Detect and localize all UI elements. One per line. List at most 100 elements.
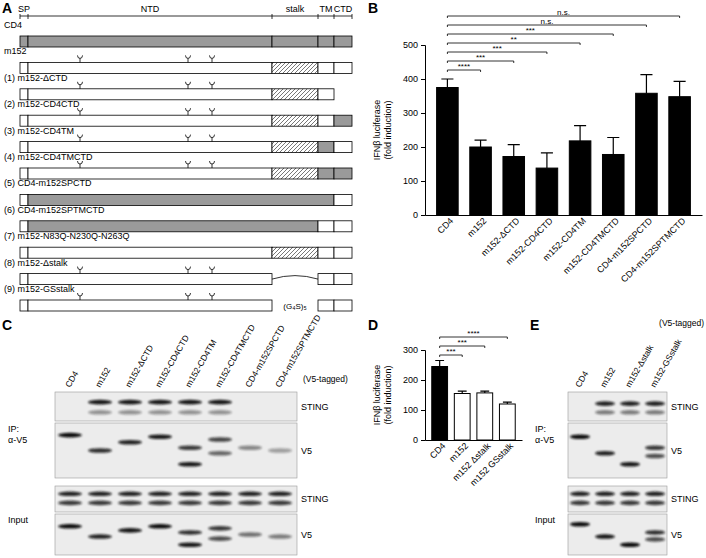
- bars: [437, 75, 691, 215]
- domain-segment: [28, 194, 334, 205]
- glycosylation-site: [210, 108, 215, 115]
- blot-band: [148, 400, 172, 405]
- blot-band: [238, 532, 262, 537]
- significance-label: ***: [458, 338, 467, 347]
- domain-segment: [334, 142, 352, 153]
- domain-segment: [28, 36, 272, 47]
- bar: [536, 168, 558, 215]
- blot-band: [208, 410, 232, 415]
- domain-segment: [334, 115, 352, 126]
- x-tick-label: CD4: [435, 216, 455, 236]
- blot-band: [208, 536, 232, 541]
- blot-strip: [568, 514, 667, 555]
- blot-strip: [568, 423, 667, 478]
- construct-label: m152: [4, 46, 27, 56]
- domain-segment: [272, 142, 318, 153]
- bar: [470, 147, 492, 215]
- error-bar: [503, 402, 512, 404]
- glycosylation-site: [78, 108, 83, 115]
- domain-segment: [28, 221, 318, 232]
- significance-label: ***: [446, 347, 455, 356]
- glycosylation-site: [186, 82, 191, 89]
- domain-segment: [272, 168, 318, 179]
- bar: [602, 154, 624, 215]
- domain-segment: [318, 62, 334, 73]
- lane-label: m152-GSstalk: [648, 337, 684, 389]
- domain-segment: [334, 274, 352, 285]
- panel-letter: B: [368, 0, 378, 16]
- blot-band: [595, 401, 615, 406]
- domain-segment: [28, 62, 272, 73]
- linker-label: (G₄S)₅: [283, 302, 306, 311]
- blot-band: [238, 492, 262, 497]
- x-tick-label: CD4-m152SPTMCTD: [619, 215, 688, 284]
- x-tick: m152: [465, 215, 488, 239]
- blot-band: [58, 492, 82, 497]
- glycosylation-site: [210, 55, 215, 62]
- blot-band: [645, 401, 665, 406]
- construct-label: (8) m152-Δstalk: [4, 258, 68, 268]
- glycosylation-site: [78, 135, 83, 142]
- blot-band: [58, 524, 82, 529]
- blot-strip: [55, 486, 297, 512]
- x-tick-label: m152: [465, 216, 488, 239]
- domain-segment: [272, 36, 318, 47]
- blot-strip: [568, 392, 667, 421]
- blot-band: [645, 501, 665, 506]
- domain-segment: [20, 36, 28, 47]
- domain-segment: [20, 168, 28, 179]
- construct-label: (5) CD4-m152SPCTD: [4, 178, 92, 188]
- blot-band: [178, 542, 202, 547]
- blot-band: [595, 534, 615, 539]
- blot-band: [268, 534, 292, 539]
- blot-band: [620, 501, 640, 506]
- domain-segment: [272, 62, 318, 73]
- y-axis: 0100200300: [403, 345, 426, 445]
- blot-band: [570, 492, 590, 497]
- blot-label: V5: [301, 446, 312, 456]
- y-tick-label: 500: [403, 40, 418, 50]
- blot-label: V5: [671, 530, 682, 540]
- lane-label: m152: [93, 365, 112, 389]
- blot-band: [268, 501, 292, 506]
- error-bar: [508, 145, 520, 157]
- bar: [503, 157, 525, 215]
- domain-header: stalk: [286, 4, 305, 14]
- blot-band: [208, 451, 232, 456]
- domain-segment: [28, 142, 272, 153]
- domain-segment: [334, 62, 352, 73]
- error-bar: [441, 79, 453, 88]
- domain-segment: [20, 62, 28, 73]
- domain-segment: [20, 221, 28, 232]
- y-tick-mark: [421, 79, 425, 80]
- domain-segment: [28, 89, 272, 100]
- blot-band: [645, 530, 665, 535]
- domain-segment: [318, 168, 334, 179]
- glycosylation-site: [78, 161, 83, 168]
- significance-label: ***: [526, 26, 535, 35]
- glycosylation-site: [78, 55, 83, 62]
- x-axis: CD4m152m152 Δstalkm152 GSstalk: [426, 440, 523, 488]
- significance-label: n.s.: [557, 8, 570, 17]
- construct-label: (4) m152-CD4TMCTD: [4, 152, 93, 162]
- x-tick: m152-CD4TMCTD: [561, 215, 621, 276]
- y-axis-title: IFNβ luciferase: [372, 365, 382, 426]
- construct-label: (1) m152-ΔCTD: [4, 73, 68, 83]
- blot-band: [570, 501, 590, 506]
- bar: [454, 394, 470, 441]
- blot-band: [595, 410, 615, 415]
- domain-segment: [28, 300, 272, 311]
- glycosylation-site: [210, 161, 215, 168]
- domain-segment: [28, 247, 272, 258]
- blot-band: [595, 451, 615, 456]
- domain-segment: [28, 274, 272, 285]
- domain-segment: [20, 89, 28, 100]
- domain-segment: [318, 247, 334, 258]
- construct-label: (9) m152-GSstalk: [4, 284, 75, 294]
- y-tick-mark: [421, 380, 425, 381]
- blot-strip: [55, 514, 297, 555]
- blot-label: V5: [301, 530, 312, 540]
- y-axis-title: IFNβ luciferase: [372, 100, 382, 161]
- domain-segment: [318, 221, 334, 232]
- x-tick: CD4-m152SPCTD: [595, 215, 655, 275]
